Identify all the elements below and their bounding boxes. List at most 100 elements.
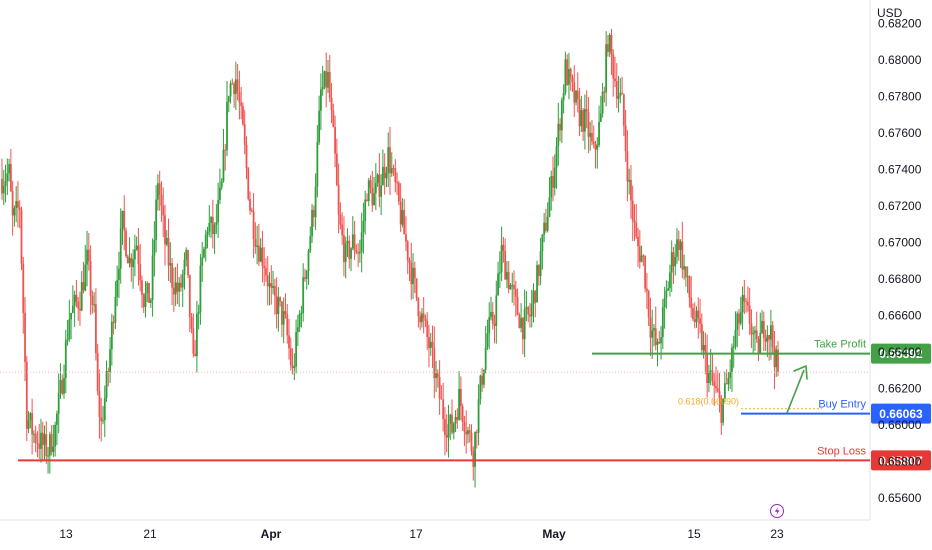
candle-body (103, 397, 106, 421)
candle-body (194, 353, 197, 357)
candle-body (768, 335, 771, 340)
price-tick-label: 0.66400 (878, 345, 922, 359)
candle-body (162, 205, 165, 216)
candle-body (187, 249, 189, 276)
candle-body (406, 241, 409, 261)
candle-body (296, 327, 299, 333)
candle-body (98, 391, 101, 417)
candle-body (34, 433, 37, 443)
candle-body (282, 311, 285, 325)
candle-body (59, 379, 62, 393)
candle-body (401, 209, 404, 225)
candle-body (219, 187, 221, 201)
candle-body (716, 388, 719, 392)
candle-body (178, 282, 181, 292)
candle-body (564, 59, 567, 93)
candle-body (608, 35, 611, 52)
candle-body (29, 413, 32, 421)
candle-body (474, 431, 476, 467)
take-profit-price-badge[interactable]: 0.66392 (871, 343, 931, 364)
candle-body (242, 106, 244, 125)
time-tick-label: 23 (770, 527, 784, 541)
candle-body (722, 398, 724, 423)
candle-body (555, 146, 558, 168)
candle-body (534, 290, 537, 303)
arrow-shaft (786, 369, 805, 414)
candle-body (761, 321, 763, 333)
price-axis[interactable]: 0.65600 0.65800 0.66000 0.66200 0.66400 0.666… (878, 17, 922, 505)
candle-body (293, 366, 296, 369)
price-tick-label: 0.66600 (878, 309, 922, 323)
candle-body (240, 102, 243, 107)
candle-body (415, 278, 418, 299)
lightning-icon[interactable] (770, 504, 784, 518)
candle-body (451, 414, 453, 433)
candle-body (576, 90, 579, 99)
take-profit-label: Take Profit (814, 339, 866, 351)
candle-body (132, 259, 135, 268)
candle-body (495, 295, 498, 326)
price-tick-label: 0.68200 (878, 17, 922, 31)
candle-body (281, 301, 283, 325)
candle-body (71, 305, 74, 313)
candle-body (210, 217, 212, 223)
candle-body (250, 210, 253, 212)
candle-body (300, 313, 303, 315)
candle-body (580, 110, 583, 127)
candle-body (511, 284, 514, 286)
candle-body (206, 231, 209, 235)
candle-body (692, 308, 694, 320)
candle-body (637, 236, 639, 247)
candle-body (298, 313, 301, 328)
candle-body (497, 273, 499, 296)
candle-body (582, 110, 585, 132)
candle-body (20, 209, 23, 264)
candle-body (663, 297, 666, 308)
candle-body (708, 371, 710, 383)
candle-body (638, 246, 641, 262)
candle-body (252, 211, 255, 239)
currency-label: USD (877, 6, 903, 20)
candle-body (506, 271, 508, 280)
stop-loss-price-badge[interactable]: 0.65807 (871, 450, 931, 471)
candle-body (560, 100, 563, 131)
candle-body (488, 317, 491, 334)
candle-body (589, 132, 592, 137)
candle-body (504, 250, 507, 280)
candle-body (220, 181, 223, 188)
candle-body (105, 371, 108, 398)
candle-body (649, 317, 652, 338)
candle-body (444, 419, 446, 436)
candle-body (245, 144, 248, 169)
candle-body (107, 371, 110, 373)
candle-body (112, 321, 115, 323)
candle-body (731, 347, 733, 372)
candle-body (665, 290, 668, 298)
candle-body (128, 257, 131, 264)
time-axis[interactable]: 13 21 Apr 17 May 15 23 (59, 527, 784, 541)
candle-body (91, 295, 94, 305)
candle-body (146, 282, 149, 294)
candle-body (766, 335, 769, 342)
candle-body (739, 312, 742, 324)
candle-body (490, 311, 492, 318)
candle-body (100, 416, 103, 422)
candle-body (669, 272, 671, 289)
candle-body (339, 214, 342, 225)
candle-body (408, 260, 411, 263)
candle-body (73, 294, 76, 306)
candle-body (754, 330, 756, 333)
time-tick-label: 13 (59, 527, 73, 541)
buy-entry-price-badge[interactable]: 0.66063 (871, 403, 931, 424)
candle-body (63, 378, 65, 394)
candle-body (463, 422, 466, 432)
candle-body (217, 200, 220, 223)
candle-body (66, 339, 69, 341)
candle-body (557, 123, 560, 147)
candle-body (419, 316, 422, 323)
candle-body (537, 265, 540, 277)
candle-body (288, 335, 290, 349)
candle-body (332, 110, 335, 127)
candle-body (468, 430, 471, 433)
